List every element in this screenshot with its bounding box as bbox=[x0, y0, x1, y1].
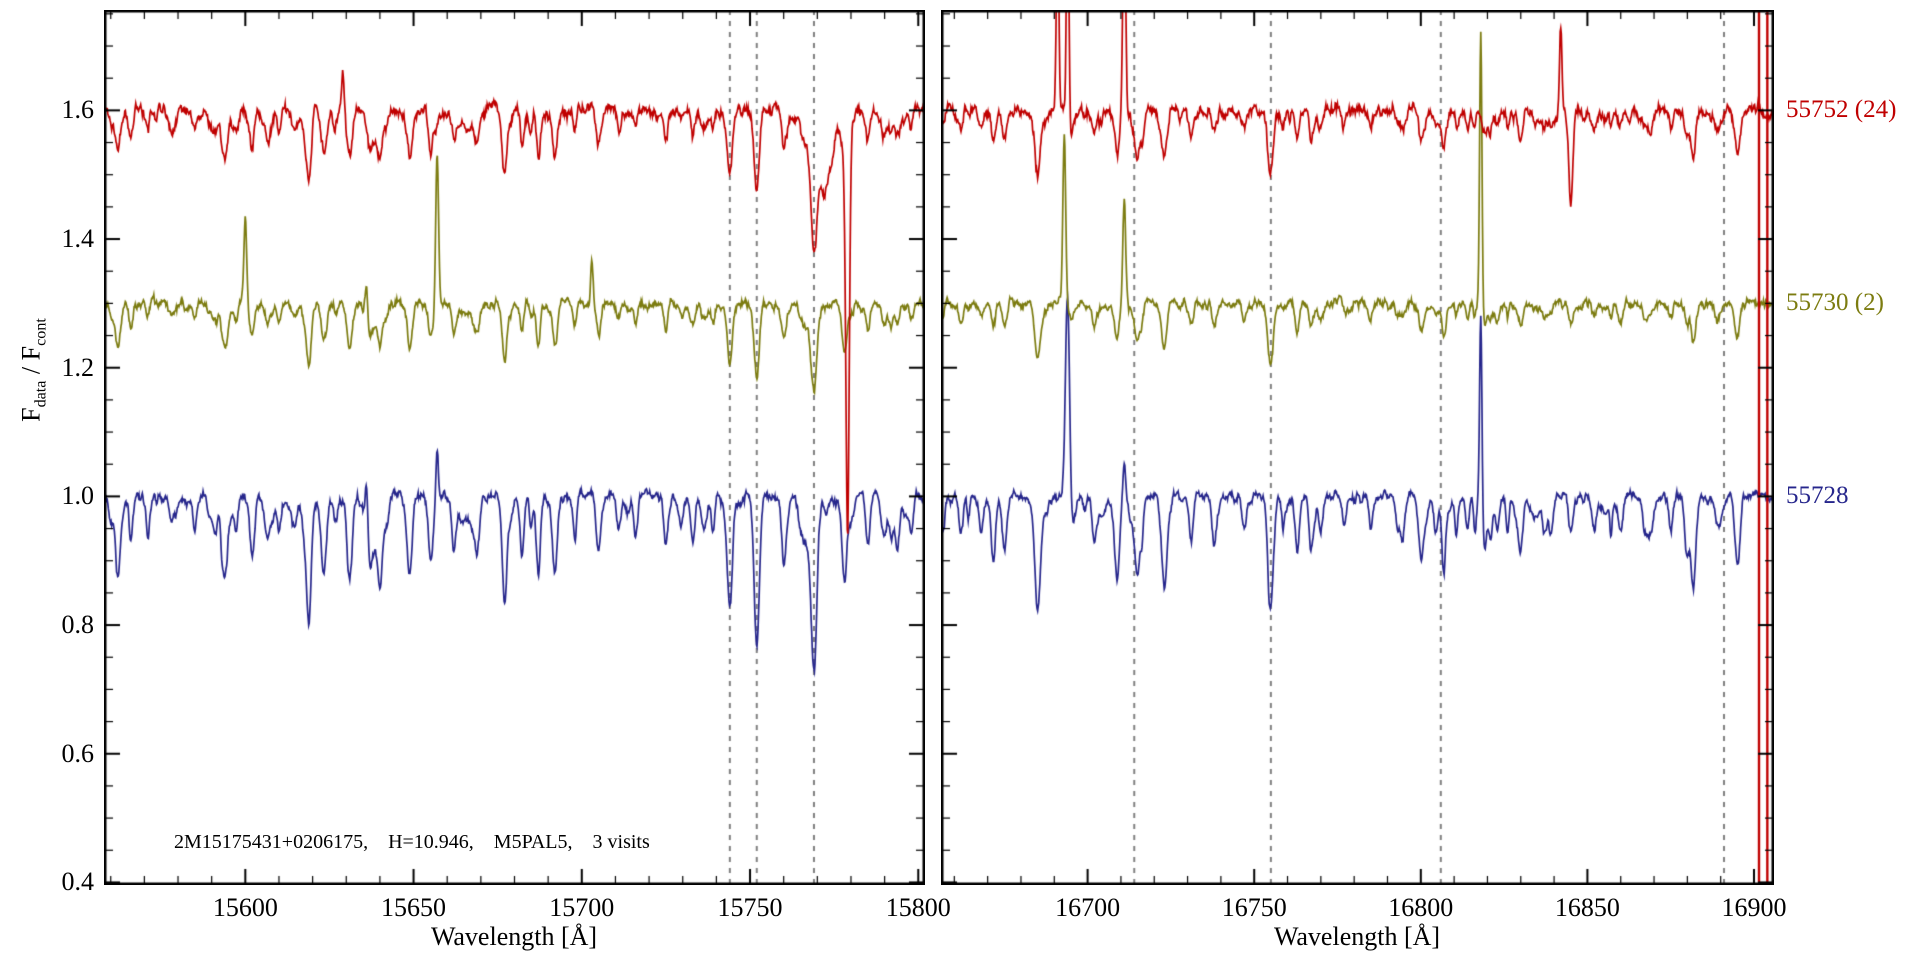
y-tick-label: 1.6 bbox=[61, 95, 95, 125]
x-tick-label: 15600 bbox=[212, 893, 278, 922]
y-tick-label: 1.2 bbox=[61, 352, 95, 382]
left-spectra-panel bbox=[104, 10, 925, 885]
right-x-axis-title: Wavelength [Å] bbox=[1273, 922, 1441, 951]
y-tick-label: 0.4 bbox=[61, 867, 95, 897]
x-tick-label: 15800 bbox=[885, 893, 951, 922]
x-tick-label: 16850 bbox=[1554, 893, 1620, 922]
y-tick-label: 0.6 bbox=[61, 738, 95, 768]
y-axis-label-sub-data: data bbox=[32, 380, 50, 408]
series-label-visit-55728: 55728 bbox=[1786, 482, 1849, 510]
target-annotation: 2M15175431+0206175, H=10.946, M5PAL5, 3 … bbox=[174, 831, 650, 853]
y-tick-label: 0.8 bbox=[61, 610, 95, 640]
y-tick-label: 1.0 bbox=[61, 481, 95, 511]
x-tick-label: 16800 bbox=[1388, 893, 1454, 922]
series-label-visit-55730: 55730 (2) bbox=[1786, 289, 1884, 317]
right-spectra-panel bbox=[941, 10, 1774, 885]
x-tick-label: 15700 bbox=[549, 893, 615, 922]
x-tick-label: 15650 bbox=[381, 893, 447, 922]
x-tick-label: 16750 bbox=[1221, 893, 1287, 922]
x-tick-label: 16700 bbox=[1055, 893, 1121, 922]
series-label-visit-55752: 55752 (24) bbox=[1786, 96, 1897, 124]
x-tick-label: 15750 bbox=[717, 893, 783, 922]
y-tick-label: 1.4 bbox=[61, 224, 95, 254]
y-axis-label-f: F bbox=[16, 407, 46, 422]
left-x-axis-title: Wavelength [Å] bbox=[430, 922, 598, 951]
y-axis-label-sub-cont: cont bbox=[32, 318, 50, 346]
x-tick-label: 16900 bbox=[1721, 893, 1787, 922]
